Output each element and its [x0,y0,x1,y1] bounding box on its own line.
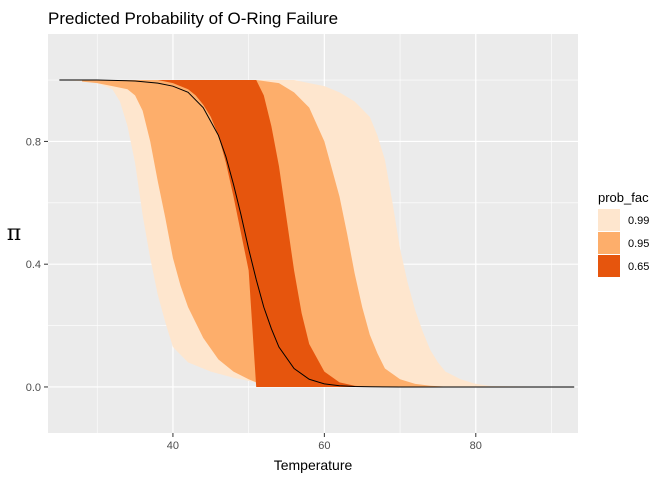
x-tick-label: 60 [318,440,330,452]
ribbon-0-65 [142,80,370,387]
legend-key-0-65 [598,255,620,277]
legend-label: 0.99 [628,215,649,227]
y-axis-title: π [7,221,21,246]
chart-title: Predicted Probability of O-Ring Failure [48,9,338,28]
legend-label: 0.65 [628,261,649,273]
y-tick-label: 0.0 [26,382,41,394]
legend-key-0-95 [598,232,620,254]
legend-label: 0.95 [628,238,649,250]
legend-title: prob_fac [598,190,649,205]
legend: prob_fac 0.99 0.95 0.65 [598,190,649,277]
x-tick-label: 40 [167,440,179,452]
line-layer [59,79,575,388]
x-tick-label: 80 [470,440,482,452]
series-layer [59,80,575,387]
y-tick-label: 0.8 [26,136,41,148]
y-tick-label: 0.4 [26,259,41,271]
legend-key-0-99 [598,209,620,231]
fitted-probability-line [59,79,575,388]
y-axis-ticks: 0.0 0.4 0.8 [26,136,48,394]
x-axis-ticks: 40 60 80 [167,433,482,452]
x-axis-title: Temperature [274,457,353,473]
